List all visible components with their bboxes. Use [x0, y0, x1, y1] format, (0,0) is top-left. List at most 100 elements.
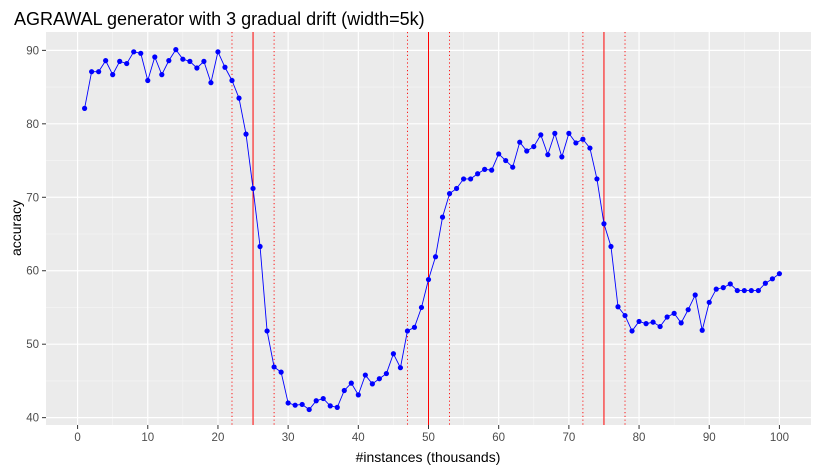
x-axis: 0 10 20 30 40 50 60 70 80 90 100 — [74, 425, 789, 444]
data-point — [685, 307, 691, 313]
data-point — [748, 287, 754, 294]
data-point — [727, 281, 733, 287]
data-point — [194, 65, 200, 71]
x-tick-label: 100 — [770, 432, 789, 444]
x-tick-label: 80 — [633, 432, 646, 444]
data-point — [299, 401, 305, 408]
data-point — [96, 69, 102, 75]
data-point — [482, 166, 488, 172]
data-point — [734, 287, 740, 294]
data-point — [503, 157, 509, 164]
data-point — [187, 58, 193, 64]
data-point — [138, 50, 144, 56]
y-tick-label: 70 — [26, 192, 39, 204]
data-point — [355, 392, 361, 398]
data-point — [496, 151, 502, 157]
x-tick-label: 70 — [562, 432, 575, 444]
data-point — [650, 319, 656, 325]
data-point — [250, 185, 256, 192]
y-tick-label: 90 — [26, 45, 39, 57]
data-point — [166, 58, 172, 64]
x-tick-label: 20 — [212, 432, 225, 444]
data-point — [510, 164, 516, 170]
data-point — [145, 77, 151, 84]
x-tick-label: 90 — [703, 432, 716, 444]
data-point — [762, 280, 768, 286]
data-point — [741, 287, 747, 294]
data-point — [173, 47, 179, 53]
data-point — [390, 351, 397, 357]
data-point — [383, 370, 389, 377]
data-point — [278, 369, 284, 375]
data-point — [475, 171, 481, 177]
data-point — [292, 402, 298, 408]
data-point — [82, 105, 88, 111]
data-point — [601, 221, 607, 227]
data-point — [559, 154, 565, 160]
data-point — [243, 131, 249, 137]
data-point — [769, 276, 775, 282]
data-point — [678, 320, 684, 326]
data-point — [517, 139, 523, 145]
data-point — [327, 403, 333, 409]
y-axis: 40 50 60 70 80 90 — [26, 45, 46, 425]
data-point — [573, 140, 579, 146]
data-point — [657, 323, 663, 330]
data-point — [348, 380, 354, 386]
y-tick-label: 50 — [26, 339, 39, 351]
data-point — [552, 130, 558, 136]
x-tick-label: 50 — [422, 432, 435, 444]
x-tick-label: 30 — [282, 432, 295, 444]
data-point — [257, 243, 263, 250]
data-point — [446, 191, 453, 197]
data-point — [460, 176, 467, 182]
chart-title: AGRAWAL generator with 3 gradual drift (… — [14, 9, 425, 29]
data-point — [131, 49, 137, 55]
data-point — [271, 364, 277, 370]
data-point — [362, 372, 368, 378]
data-point — [222, 64, 228, 70]
data-point — [110, 72, 116, 78]
data-point — [180, 56, 186, 62]
y-axis-title: accuracy — [8, 200, 24, 256]
x-tick-label: 40 — [352, 432, 365, 444]
data-point — [776, 271, 783, 277]
data-point — [489, 167, 495, 173]
accuracy-line — [84, 48, 780, 411]
data-point — [306, 406, 312, 413]
data-point — [566, 130, 572, 136]
data-point — [201, 58, 207, 64]
data-point — [594, 176, 600, 182]
data-point — [699, 327, 705, 333]
data-point — [313, 398, 319, 404]
data-point — [706, 299, 712, 305]
data-point — [643, 321, 649, 327]
data-point — [124, 60, 130, 67]
data-point — [425, 276, 432, 283]
data-point — [538, 132, 544, 138]
data-point — [89, 69, 95, 75]
data-point — [404, 328, 411, 334]
data-point — [159, 72, 165, 78]
y-tick-label: 60 — [26, 266, 39, 278]
data-point — [531, 143, 537, 150]
data-point — [615, 304, 621, 310]
x-axis-title: #instances (thousands) — [356, 449, 501, 465]
data-point — [103, 58, 109, 64]
data-point — [320, 395, 326, 402]
data-point — [622, 312, 628, 319]
data-point — [334, 404, 340, 410]
data-point — [608, 243, 614, 250]
y-tick-label: 40 — [26, 413, 39, 425]
data-point — [397, 365, 404, 371]
drift-lines — [231, 32, 626, 425]
data-point — [453, 185, 460, 192]
data-point — [755, 287, 761, 294]
data-point — [341, 387, 347, 394]
data-point — [369, 381, 375, 387]
data-point — [208, 80, 214, 86]
data-point — [376, 376, 382, 382]
data-point — [152, 54, 158, 60]
x-tick-label: 10 — [141, 432, 154, 444]
data-point — [264, 328, 270, 334]
